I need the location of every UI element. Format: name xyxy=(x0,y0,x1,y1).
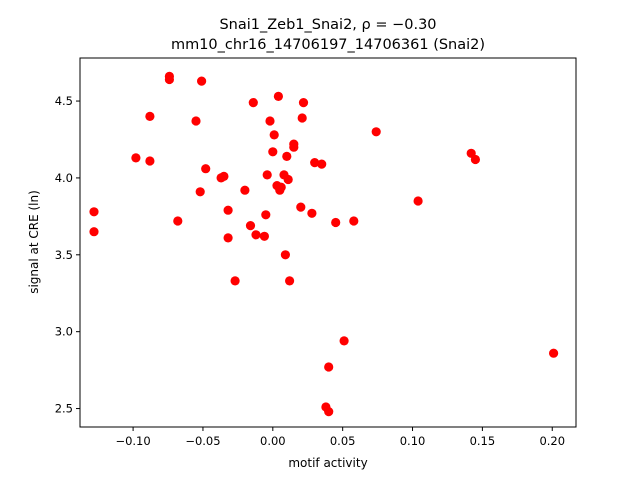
data-point xyxy=(273,91,283,101)
data-point xyxy=(259,231,269,241)
data-point xyxy=(296,202,306,212)
y-axis-label: signal at CRE (ln) xyxy=(27,190,41,294)
data-point xyxy=(470,154,480,165)
data-point xyxy=(371,127,381,137)
data-point xyxy=(297,113,307,123)
data-point xyxy=(324,407,334,417)
x-axis-label: motif activity xyxy=(288,456,367,470)
data-point xyxy=(164,74,174,85)
data-point xyxy=(245,221,256,231)
x-tick-label: 0.15 xyxy=(470,434,496,448)
data-point xyxy=(265,116,275,126)
data-point xyxy=(282,151,292,161)
data-point xyxy=(230,276,240,286)
x-tick-label: 0.05 xyxy=(330,434,356,448)
data-point xyxy=(219,171,229,181)
data-point xyxy=(145,156,155,166)
data-point xyxy=(261,210,271,220)
data-point xyxy=(269,130,279,140)
data-point xyxy=(280,250,290,260)
x-tick-label: −0.05 xyxy=(185,434,220,448)
data-point xyxy=(276,182,286,192)
data-point xyxy=(251,230,261,240)
plot-area-frame xyxy=(79,57,577,428)
data-point xyxy=(89,207,99,217)
data-point xyxy=(307,208,317,218)
data-point xyxy=(197,76,207,86)
data-point xyxy=(298,98,309,108)
data-points xyxy=(89,71,559,417)
x-axis-ticks: −0.10 −0.05 0.00 0.05 0.10 0.15 0.20 xyxy=(115,427,565,448)
data-point xyxy=(310,158,320,168)
data-point xyxy=(349,216,359,226)
data-point xyxy=(195,187,205,197)
y-tick-label: 2.5 xyxy=(55,402,73,416)
data-point xyxy=(223,233,233,243)
data-point xyxy=(317,159,327,169)
chart-title-line-1: Snai1_Zeb1_Snai2, ρ = −0.30 xyxy=(219,17,436,33)
data-point xyxy=(283,174,293,185)
x-tick-label: 0.00 xyxy=(260,434,286,448)
data-point xyxy=(339,336,349,346)
y-tick-label: 3.0 xyxy=(55,325,73,339)
y-tick-label: 4.5 xyxy=(55,94,73,108)
y-tick-label: 3.5 xyxy=(55,248,73,262)
data-point xyxy=(173,216,183,226)
data-point xyxy=(248,98,258,108)
data-point xyxy=(89,227,99,237)
data-point xyxy=(191,116,201,126)
data-point xyxy=(324,362,334,372)
data-point xyxy=(289,142,299,152)
data-point xyxy=(285,276,295,286)
data-point xyxy=(131,153,141,163)
chart-title-line-2: mm10_chr16_14706197_14706361 (Snai2) xyxy=(171,37,485,53)
data-point xyxy=(201,164,211,174)
data-point xyxy=(331,217,341,228)
data-point xyxy=(240,185,250,195)
x-tick-label: −0.10 xyxy=(115,434,150,448)
data-point xyxy=(268,147,278,157)
data-point xyxy=(145,111,155,121)
y-axis-ticks: 2.5 3.0 3.5 4.0 4.5 xyxy=(55,94,80,416)
x-tick-label: 0.10 xyxy=(400,434,426,448)
data-point xyxy=(262,170,272,180)
x-tick-label: 0.20 xyxy=(539,434,565,448)
data-point xyxy=(223,205,233,215)
data-point xyxy=(413,196,423,206)
y-tick-label: 4.0 xyxy=(55,171,73,185)
data-point xyxy=(549,348,559,358)
